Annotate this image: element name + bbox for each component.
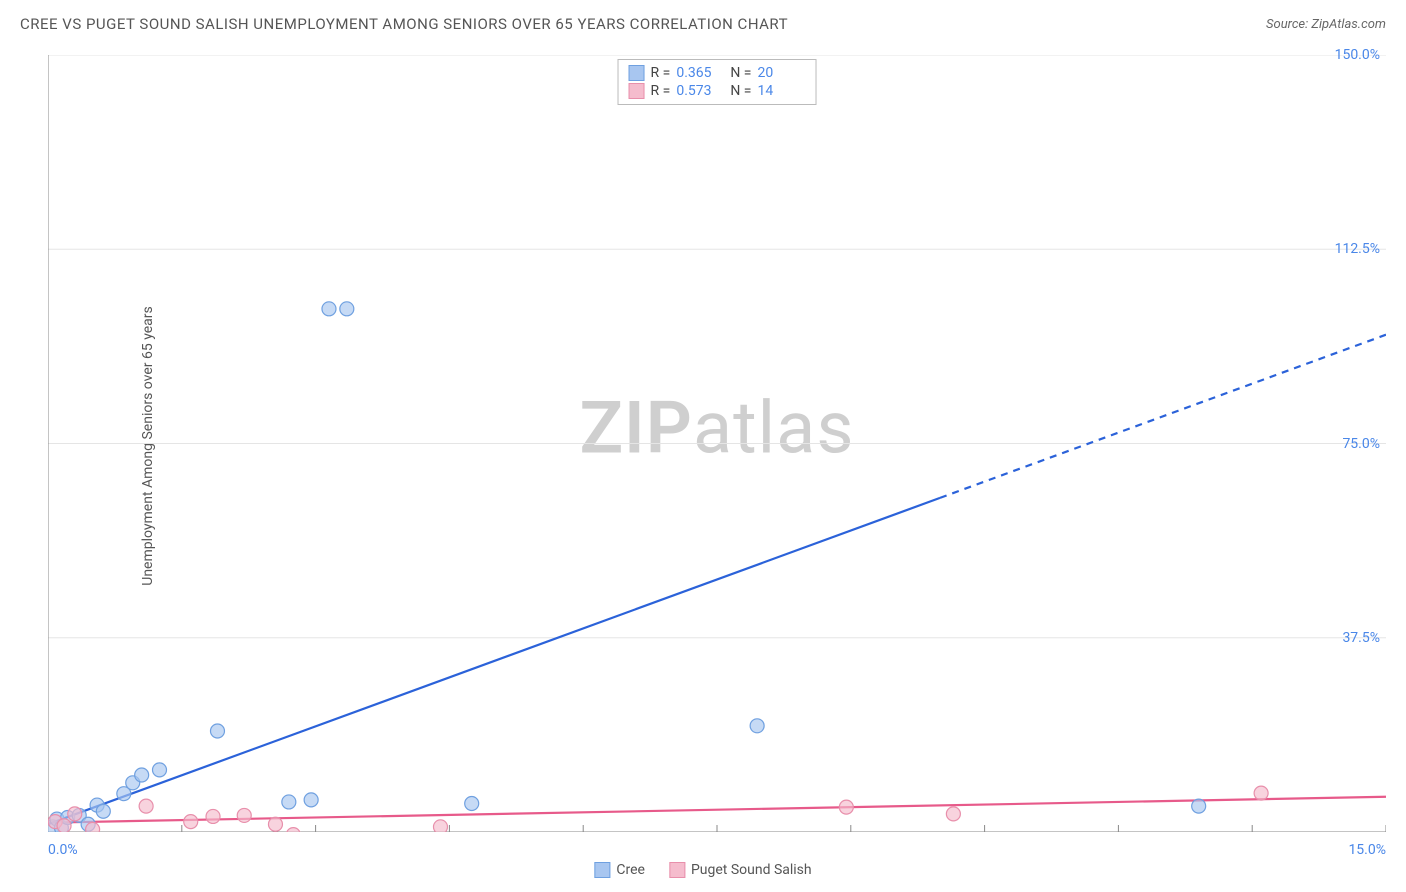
legend-item-salish: Puget Sound Salish <box>669 862 812 878</box>
r-value-salish: 0.573 <box>676 83 724 99</box>
legend-item-cree: Cree <box>594 862 645 878</box>
legend-row-salish: R = 0.573 N = 14 <box>629 82 806 100</box>
chart-area: ZIPatlas R = 0.365 N = 20 R = 0.573 N = … <box>48 55 1386 832</box>
chart-title: CREE VS PUGET SOUND SALISH UNEMPLOYMENT … <box>20 15 788 33</box>
n-value-salish: 14 <box>757 83 805 99</box>
legend-label-cree: Cree <box>616 862 645 878</box>
swatch-salish <box>629 83 645 99</box>
y-tick-label: 37.5% <box>1342 630 1380 646</box>
source-label: Source: ZipAtlas.com <box>1266 17 1386 32</box>
n-value-cree: 20 <box>757 65 805 81</box>
swatch-salish-icon <box>669 862 685 878</box>
n-label: N = <box>730 65 751 81</box>
x-axis-min-label: 0.0% <box>48 842 78 858</box>
series-legend: Cree Puget Sound Salish <box>594 862 811 878</box>
swatch-cree <box>629 65 645 81</box>
correlation-legend: R = 0.365 N = 20 R = 0.573 N = 14 <box>618 59 817 105</box>
x-axis-max-label: 15.0% <box>1348 842 1386 858</box>
scatter-plot <box>48 55 1386 832</box>
legend-label-salish: Puget Sound Salish <box>691 862 812 878</box>
legend-row-cree: R = 0.365 N = 20 <box>629 64 806 82</box>
r-label: R = <box>651 83 671 99</box>
y-tick-label: 112.5% <box>1335 241 1380 257</box>
n-label: N = <box>730 83 751 99</box>
r-label: R = <box>651 65 671 81</box>
y-tick-label: 75.0% <box>1342 436 1380 452</box>
r-value-cree: 0.365 <box>676 65 724 81</box>
swatch-cree-icon <box>594 862 610 878</box>
y-tick-label: 150.0% <box>1335 47 1380 63</box>
